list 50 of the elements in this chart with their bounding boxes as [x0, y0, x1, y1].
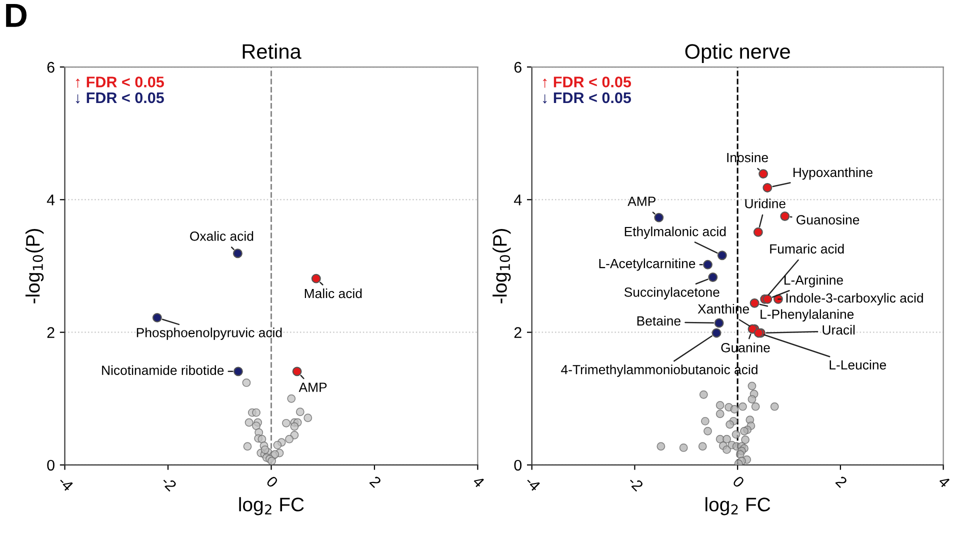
x-axis-title: log$_{2}$ FC [706, 497, 770, 516]
annotation: 4-Trimethylammoniobutanoic acid [561, 364, 758, 377]
x-tick-label: 4 [938, 475, 951, 488]
x-tick-label: 0 [732, 475, 745, 488]
y-tick-label: 4 [46, 194, 55, 206]
x-tick-label: -2 [160, 475, 178, 492]
y-tick-label: 2 [47, 327, 54, 338]
annotation: Uracil [822, 324, 855, 335]
annotation: Indole-3-carboxylic acid [786, 292, 923, 306]
x-tick-label: -4 [58, 476, 74, 492]
y-tick-label: 4 [514, 194, 522, 206]
y-axis-title: -log$_{10}$(P) [26, 229, 44, 304]
annotation: Phosphoenolpyruvic acid [136, 328, 282, 340]
annotation: L-Leucine [830, 360, 886, 370]
x-tick-label: 4 [472, 475, 486, 488]
x-tick-label: 2 [369, 476, 382, 488]
annotation: Guanosine [796, 214, 860, 224]
annotation: Uridine [745, 198, 786, 208]
annotation: L-Acetylcarnitine [599, 258, 696, 271]
annotation: Succinylacetone [624, 287, 720, 300]
y-tick-label: 2 [514, 327, 522, 338]
text: D [6, 4, 27, 27]
x-tick-label: 0 [266, 475, 279, 488]
annotation: Oxalic acid [190, 231, 254, 241]
text: ↑ FDR < 0.05 [76, 76, 164, 88]
x-tick-label: -4 [524, 476, 541, 492]
annotation: Betaine [637, 316, 680, 326]
chart-title: Retina [242, 44, 302, 59]
y-axis-title: -log$_{10}$(P) [492, 229, 511, 304]
y-tick-label: 6 [514, 62, 522, 73]
annotation: Hypoxanthine [793, 167, 873, 180]
annotation: L-Arginine [784, 275, 843, 288]
x-tick-label: -2 [628, 475, 644, 492]
annotation: L-Phenylalanine [760, 309, 854, 322]
annotation: Inosine [727, 152, 768, 162]
text: ↓ FDR < 0.05 [76, 92, 164, 104]
annotation: Malic acid [304, 288, 362, 298]
x-axis-title: log$_{2}$ FC [239, 497, 304, 516]
y-tick-label: 0 [514, 460, 522, 471]
annotation: AMP [628, 196, 656, 206]
annotation: Fumaric acid [770, 244, 844, 254]
y-tick-label: 0 [47, 460, 54, 471]
text: ↑ FDR < 0.05 [543, 76, 632, 88]
annotation: AMP [298, 382, 327, 392]
y-tick-label: 6 [47, 62, 54, 73]
annotation: Ethylmalonic acid [624, 226, 726, 239]
annotation: Nicotinamide ribotide [102, 365, 224, 375]
x-tick-label: 2 [835, 476, 848, 488]
chart-title: Optic nerve [685, 44, 790, 63]
text: ↓ FDR < 0.05 [543, 92, 632, 104]
